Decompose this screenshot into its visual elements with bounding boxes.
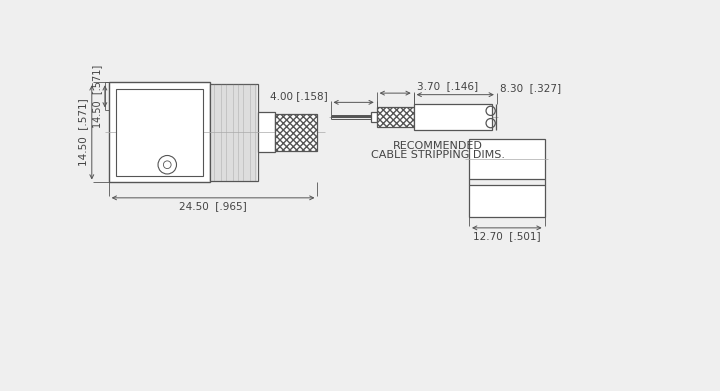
- Bar: [414, 104, 492, 130]
- Bar: [210, 84, 258, 181]
- Bar: [117, 88, 203, 176]
- Text: 8.30  [.327]: 8.30 [.327]: [500, 83, 561, 93]
- Bar: [469, 185, 544, 217]
- Text: RECOMMENDED: RECOMMENDED: [393, 141, 483, 151]
- Text: 14.50  [.571]: 14.50 [.571]: [78, 99, 88, 166]
- Text: 14.50  [.571]: 14.50 [.571]: [93, 65, 102, 128]
- Bar: [109, 83, 210, 183]
- Text: 24.50  [.965]: 24.50 [.965]: [179, 201, 247, 211]
- Bar: [371, 111, 377, 122]
- Text: 3.70  [.146]: 3.70 [.146]: [417, 82, 478, 91]
- Text: CABLE STRIPPING DIMS.: CABLE STRIPPING DIMS.: [372, 150, 505, 160]
- Bar: [469, 138, 544, 179]
- Bar: [377, 107, 414, 127]
- Bar: [258, 112, 275, 152]
- Bar: [275, 114, 318, 151]
- Text: 4.00 [.158]: 4.00 [.158]: [270, 91, 328, 101]
- Text: 12.70  [.501]: 12.70 [.501]: [473, 231, 541, 241]
